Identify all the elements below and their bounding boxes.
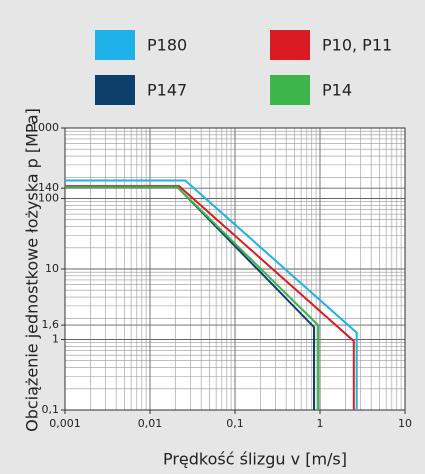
y-tick-label: 0,1 bbox=[42, 403, 60, 416]
y-tick-label: 1 bbox=[52, 333, 59, 346]
series-line bbox=[65, 186, 320, 410]
y-tick-label: 1000 bbox=[31, 121, 59, 134]
legend-swatch bbox=[95, 75, 135, 105]
x-tick-label: 0,01 bbox=[138, 417, 163, 430]
x-tick-label: 0,1 bbox=[226, 417, 244, 430]
y-tick-label: 10 bbox=[45, 262, 59, 275]
y-axis-title: Obciążenie jednostkowe łożyska p [MPa] bbox=[23, 108, 42, 432]
legend-swatch bbox=[270, 75, 310, 105]
legend-label: P14 bbox=[322, 81, 352, 100]
legend-swatch bbox=[95, 30, 135, 60]
y-tick-label: 140 bbox=[38, 181, 59, 194]
legend-label: P147 bbox=[147, 81, 187, 100]
x-tick-label: 10 bbox=[398, 417, 412, 430]
legend-swatch bbox=[270, 30, 310, 60]
legend-label: P10, P11 bbox=[322, 36, 392, 55]
x-axis-title: Prędkość ślizgu v [m/s] bbox=[163, 450, 347, 469]
plot-frame bbox=[64, 127, 406, 411]
legend-label: P180 bbox=[147, 36, 187, 55]
x-tick-label: 0,001 bbox=[49, 417, 81, 430]
y-tick-label: 100 bbox=[38, 192, 59, 205]
y-tick-label: 1,6 bbox=[42, 318, 60, 331]
x-tick-label: 1 bbox=[317, 417, 324, 430]
series-line bbox=[65, 179, 358, 410]
